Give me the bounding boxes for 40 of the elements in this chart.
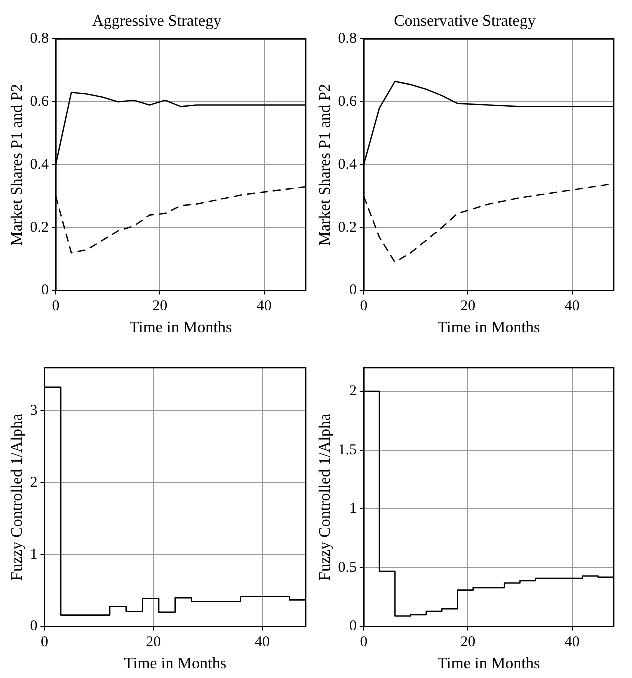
- y-tick-label: 1.5: [338, 442, 357, 458]
- y-tick-label: 0.8: [30, 31, 49, 48]
- y-axis-title: Fuzzy Controlled 1/Alpha: [316, 414, 334, 581]
- x-tick-label: 20: [152, 298, 168, 315]
- x-tick-label: 20: [146, 634, 162, 651]
- y-tick-label: 0: [349, 282, 357, 299]
- y-tick-label: 0.6: [338, 94, 358, 110]
- y-tick-label: 3: [30, 403, 38, 420]
- x-axis-title: Time in Months: [438, 656, 540, 673]
- y-tick-label: 0.2: [30, 220, 49, 236]
- x-axis-title: Time in Months: [130, 320, 232, 337]
- x-axis-title: Time in Months: [438, 320, 540, 337]
- y-tick-label: 0: [349, 618, 357, 635]
- x-tick-label: 20: [460, 634, 476, 651]
- y-tick-label: 0: [30, 618, 38, 635]
- x-axis-title: Time in Months: [124, 656, 227, 673]
- x-tick-label: 0: [360, 298, 368, 315]
- y-tick-label: 0.4: [30, 156, 50, 173]
- y-tick-label: 0.2: [338, 220, 357, 236]
- x-tick-label: 40: [564, 298, 580, 315]
- y-tick-label: 2: [349, 383, 357, 400]
- chart-title: Aggressive Strategy: [92, 12, 222, 30]
- y-tick-label: 0.4: [338, 156, 358, 173]
- chart-title: Conservative Strategy: [394, 12, 536, 30]
- y-axis-title: Fuzzy Controlled 1/Alpha: [8, 414, 26, 581]
- x-tick-label: 0: [360, 634, 368, 651]
- x-tick-label: 0: [52, 298, 60, 315]
- y-tick-label: 1: [349, 501, 357, 518]
- x-tick-label: 40: [564, 634, 580, 651]
- y-axis-title: Market Shares P1 and P2: [316, 84, 334, 246]
- y-tick-label: 1: [30, 546, 38, 563]
- y-tick-label: 0.5: [338, 560, 357, 576]
- x-tick-label: 20: [460, 298, 476, 315]
- y-tick-label: 0: [41, 282, 49, 299]
- y-axis-title: Market Shares P1 and P2: [8, 84, 26, 246]
- y-tick-label: 0.6: [30, 94, 50, 110]
- x-tick-label: 40: [254, 634, 270, 651]
- y-tick-label: 2: [30, 474, 38, 491]
- x-tick-label: 40: [256, 298, 272, 315]
- y-tick-label: 0.8: [338, 31, 357, 48]
